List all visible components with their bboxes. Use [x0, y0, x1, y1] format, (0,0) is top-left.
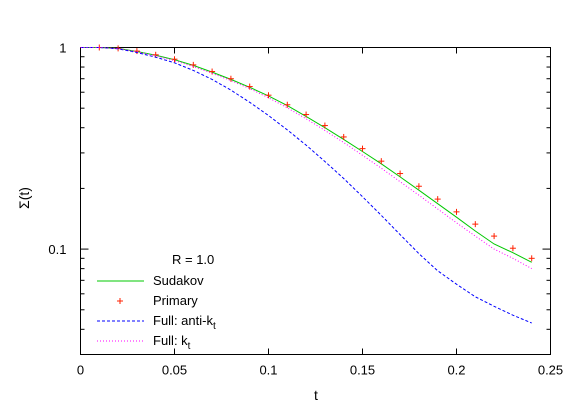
- data-point-primary: [284, 101, 291, 108]
- data-point-primary: [340, 133, 347, 140]
- legend-entry: Full: kt: [97, 333, 191, 352]
- legend-label: Full: anti-kt: [153, 313, 216, 332]
- data-point-primary: [453, 208, 460, 215]
- annotation-label: R = 1.0: [172, 252, 214, 267]
- x-tick-label: 0.05: [162, 363, 187, 378]
- data-point-primary: [265, 92, 272, 99]
- plot-frame: [80, 47, 551, 355]
- x-tick-label: 0.2: [447, 363, 465, 378]
- x-tick-label: 0: [77, 363, 84, 378]
- legend-entry: Full: anti-kt: [97, 313, 216, 332]
- series-layer: [80, 44, 535, 324]
- data-point-primary: [509, 245, 516, 252]
- series-line-sudakov: [80, 47, 532, 263]
- legend-label: Full: kt: [153, 333, 191, 352]
- x-tick-label: 0.25: [538, 363, 563, 378]
- legend-label-subscript: t: [188, 341, 191, 352]
- data-point-primary: [491, 233, 498, 240]
- data-point-primary: [303, 111, 310, 118]
- series-line-full-k: [80, 47, 532, 270]
- data-point-primary: [397, 170, 404, 177]
- data-point-primary: [359, 145, 366, 152]
- y-tick-label: 0.1: [48, 242, 66, 257]
- data-point-primary: [434, 196, 441, 203]
- data-point-primary: [246, 83, 253, 90]
- data-point-primary: [321, 122, 328, 129]
- data-point-primary: [472, 221, 479, 228]
- legend-entry: Sudakov: [97, 273, 204, 288]
- series-line-full-anti-k: [80, 47, 532, 324]
- data-point-primary: [528, 255, 535, 262]
- x-tick-label: 0.15: [350, 363, 375, 378]
- y-axis-label: Σ(t): [16, 187, 32, 209]
- data-point-primary: [171, 56, 178, 63]
- legend-entry: Primary: [117, 293, 198, 308]
- legend-label: Primary: [153, 293, 198, 308]
- legend-label: Sudakov: [153, 273, 204, 288]
- data-point-primary: [227, 75, 234, 82]
- data-point-primary: [190, 61, 197, 68]
- y-tick-label: 1: [59, 41, 66, 56]
- data-point-primary: [415, 183, 422, 190]
- tick-marks: [80, 47, 551, 355]
- x-tick-label: 0.1: [259, 363, 277, 378]
- x-axis-label: t: [314, 387, 318, 403]
- legend-label-subscript: t: [213, 321, 216, 332]
- tick-labels: 0 0.05 0.1 0.15 0.2 0.25 1 0.1: [48, 41, 563, 378]
- data-point-primary: [378, 158, 385, 165]
